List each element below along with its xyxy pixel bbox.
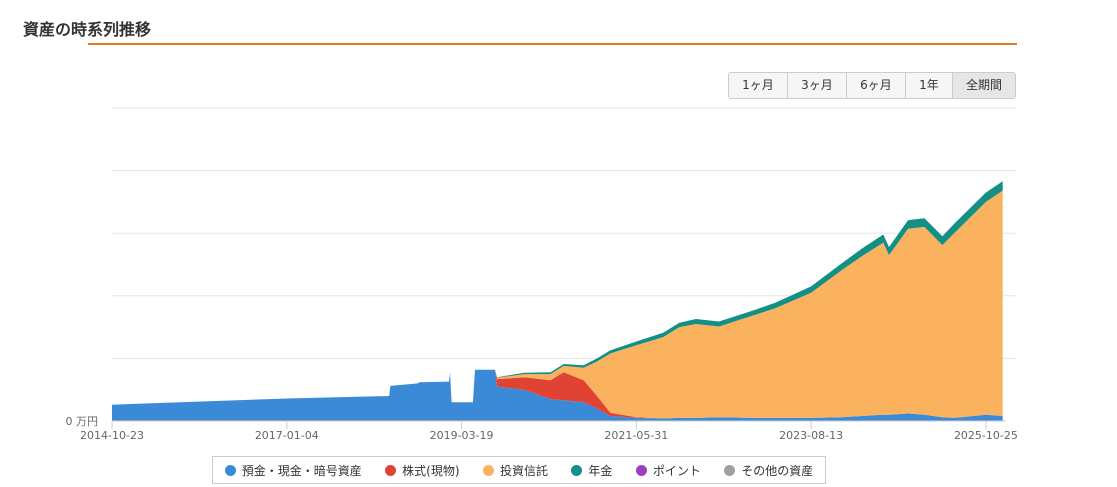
x-tick-label: 2025-10-25 bbox=[954, 429, 1018, 442]
legend-label: 株式(現物) bbox=[402, 463, 460, 478]
legend-dot-icon bbox=[385, 464, 397, 476]
range-button-3[interactable]: 1年 bbox=[906, 73, 953, 98]
x-tick-label: 2019-03-19 bbox=[430, 429, 494, 442]
x-tick-label: 2021-05-31 bbox=[604, 429, 668, 442]
area-series-2 bbox=[112, 190, 1003, 419]
x-tick-label: 2014-10-23 bbox=[80, 429, 144, 442]
area-series-0 bbox=[112, 369, 1003, 421]
legend-dot-icon bbox=[482, 464, 494, 476]
legend-label: 年金 bbox=[588, 463, 613, 478]
legend-item[interactable]: ポイント bbox=[635, 462, 701, 479]
range-button-4[interactable]: 全期間 bbox=[953, 73, 1015, 98]
legend-label: 投資信託 bbox=[499, 463, 548, 478]
page-title: 資産の時系列推移 bbox=[23, 20, 152, 39]
y-tick-label: 0 万円 bbox=[66, 415, 99, 428]
legend-label: 預金・現金・暗号資産 bbox=[241, 463, 362, 478]
x-tick-label: 2017-01-04 bbox=[255, 429, 319, 442]
range-button-2[interactable]: 6ヶ月 bbox=[847, 73, 906, 98]
legend-item[interactable]: 株式(現物) bbox=[385, 462, 460, 479]
chart-legend: 預金・現金・暗号資産 株式(現物) 投資信託 年金 ポイント その他の資産 bbox=[212, 456, 826, 484]
area-series-1 bbox=[112, 369, 1003, 419]
range-button-1[interactable]: 3ヶ月 bbox=[788, 73, 847, 98]
legend-label: ポイント bbox=[652, 463, 701, 478]
legend-item[interactable]: 投資信託 bbox=[482, 462, 548, 479]
legend-dot-icon bbox=[571, 464, 583, 476]
legend-item[interactable]: 年金 bbox=[571, 462, 612, 479]
range-button-0[interactable]: 1ヶ月 bbox=[729, 73, 788, 98]
legend-item[interactable]: 預金・現金・暗号資産 bbox=[224, 462, 362, 479]
x-tick-label: 2023-08-13 bbox=[779, 429, 843, 442]
legend-dot-icon bbox=[635, 464, 647, 476]
legend-item[interactable]: その他の資産 bbox=[724, 462, 813, 479]
legend-dot-icon bbox=[224, 464, 236, 476]
range-button-group: 1ヶ月 3ヶ月 6ヶ月 1年 全期間 bbox=[728, 72, 1016, 99]
legend-dot-icon bbox=[724, 464, 736, 476]
legend-label: その他の資産 bbox=[741, 463, 814, 478]
title-underline bbox=[88, 43, 1017, 45]
